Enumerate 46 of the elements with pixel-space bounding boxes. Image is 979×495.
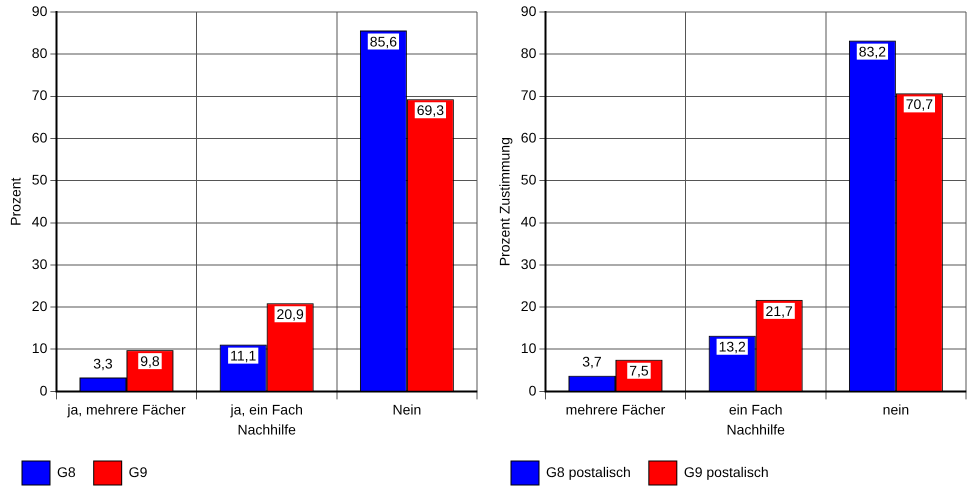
y-axis-title: Prozent [7,177,24,226]
y-tick-label: 10 [520,340,537,356]
x-tick-label: nein [882,402,910,418]
y-tick-label: 0 [40,382,48,398]
y-tick-label: 90 [520,2,537,19]
y-tick-label: 50 [32,171,48,188]
y-tick-label: 70 [32,87,48,104]
data-label: 20,9 [276,306,304,322]
legend-label: G9 postalisch [684,464,769,480]
x-tick-label: mehrere Fächer [566,402,666,418]
x-tick-label: ja, ein Fach [230,402,303,418]
legend-label: G8 postalisch [546,464,631,480]
legend-label: G9 [128,464,148,480]
y-tick-label: 80 [32,45,48,62]
legend-label: G8 [57,464,76,480]
y-tick-label: 50 [520,171,537,188]
data-label: 85,6 [370,33,398,50]
x-tick-label: ja, mehrere Fächer [66,402,186,418]
y-tick-label: 40 [520,214,537,230]
data-label: 3,3 [93,355,113,372]
x-tick-label: Nein [392,402,422,418]
x-axis-title: Nachhilfe [238,421,296,438]
data-label: 69,3 [416,102,444,118]
y-tick-label: 30 [32,256,48,272]
y-tick-label: 90 [32,2,48,19]
y-tick-label: 60 [32,129,48,146]
y-tick-label: 70 [520,87,537,104]
data-label: 83,2 [858,44,886,60]
y-tick-label: 40 [32,214,48,230]
y-tick-label: 80 [520,45,537,62]
y-tick-label: 0 [528,382,537,398]
y-tick-label: 30 [520,256,537,272]
y-tick-label: 60 [520,129,537,146]
data-label: 21,7 [766,302,794,319]
data-label: 70,7 [906,96,934,112]
x-tick-label: ein Fach [728,402,783,418]
data-label: 3,7 [582,354,602,370]
data-label: 7,5 [629,362,649,379]
data-label: 9,8 [140,352,160,369]
data-label: 13,2 [718,338,746,355]
x-axis-title: Nachhilfe [726,421,786,438]
y-tick-label: 10 [32,340,48,356]
data-label: 11,1 [230,347,257,364]
y-tick-label: 20 [520,298,537,314]
y-tick-label: 20 [32,298,48,314]
y-axis-title: Prozent Zustimmung [496,137,512,266]
